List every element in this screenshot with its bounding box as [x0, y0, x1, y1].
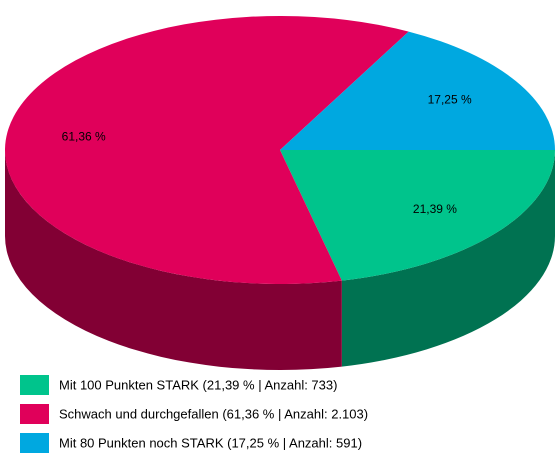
slice	[5, 16, 409, 285]
data-label: 17,25 %	[428, 92, 472, 106]
slice-side	[5, 150, 342, 370]
legend-label: Schwach und durchgefallen (61,36 % | Anz…	[59, 406, 368, 421]
data-label: 61,36 %	[62, 130, 106, 144]
legend-swatch	[20, 404, 49, 424]
legend-label: Mit 80 Punkten noch STARK (17,25 % | Anz…	[59, 435, 362, 450]
legend-swatch	[20, 375, 49, 395]
legend-swatch	[20, 433, 49, 453]
data-label: 21,39 %	[413, 202, 457, 216]
slice-side	[341, 150, 555, 367]
slice	[280, 31, 555, 150]
legend-label: Mit 100 Punkten STARK (21,39 % | Anzahl:…	[59, 377, 337, 392]
slice	[280, 150, 555, 281]
